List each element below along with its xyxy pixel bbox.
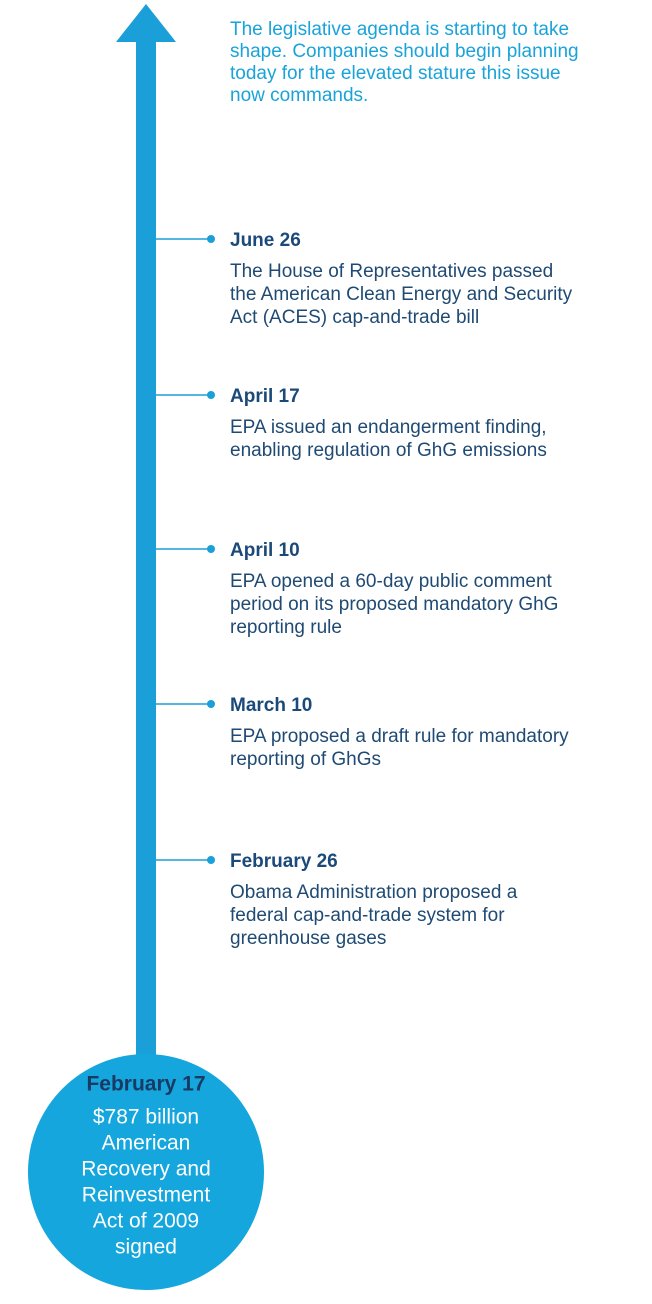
start-text: signed: [115, 1236, 177, 1259]
event-text: period on its proposed mandatory GhG: [230, 594, 558, 615]
intro-line: The legislative agenda is starting to ta…: [230, 19, 569, 40]
start-text: Act of 2009: [93, 1210, 199, 1233]
event-date: April 17: [230, 386, 300, 407]
event-text: the American Clean Energy and Security: [230, 284, 573, 305]
event-text: EPA issued an endangerment finding,: [230, 417, 547, 438]
event-text: reporting of GhGs: [230, 749, 381, 770]
intro-line: shape. Companies should begin planning: [230, 41, 579, 62]
event-date: April 10: [230, 540, 300, 561]
event-dot: [207, 235, 215, 243]
event-text: greenhouse gases: [230, 928, 386, 949]
event-dot: [207, 545, 215, 553]
intro-line: today for the elevated stature this issu…: [230, 63, 561, 84]
timeline-bar: [136, 40, 156, 1080]
event-text: Act (ACES) cap-and-trade bill: [230, 307, 479, 328]
event-text: enabling regulation of GhG emissions: [230, 440, 547, 461]
event-text: EPA proposed a draft rule for mandatory: [230, 726, 569, 747]
start-text: American: [102, 1132, 191, 1155]
arrow-head: [116, 4, 176, 42]
start-circle: [28, 1054, 264, 1290]
event-text: federal cap-and-trade system for: [230, 905, 505, 926]
event-text: EPA opened a 60-day public comment: [230, 571, 553, 592]
event-dot: [207, 856, 215, 864]
event-date: February 26: [230, 851, 338, 872]
event-date: June 26: [230, 230, 301, 251]
start-date: February 17: [86, 1073, 205, 1096]
event-date: March 10: [230, 695, 312, 716]
event-text: The House of Representatives passed: [230, 261, 553, 282]
start-text: Recovery and: [81, 1158, 211, 1181]
start-text: Reinvestment: [82, 1184, 211, 1207]
event-dot: [207, 700, 215, 708]
event-text: reporting rule: [230, 617, 342, 638]
start-text: $787 billion: [93, 1106, 199, 1129]
event-dot: [207, 391, 215, 399]
intro-line: now commands.: [230, 85, 368, 106]
event-text: Obama Administration proposed a: [230, 882, 518, 903]
